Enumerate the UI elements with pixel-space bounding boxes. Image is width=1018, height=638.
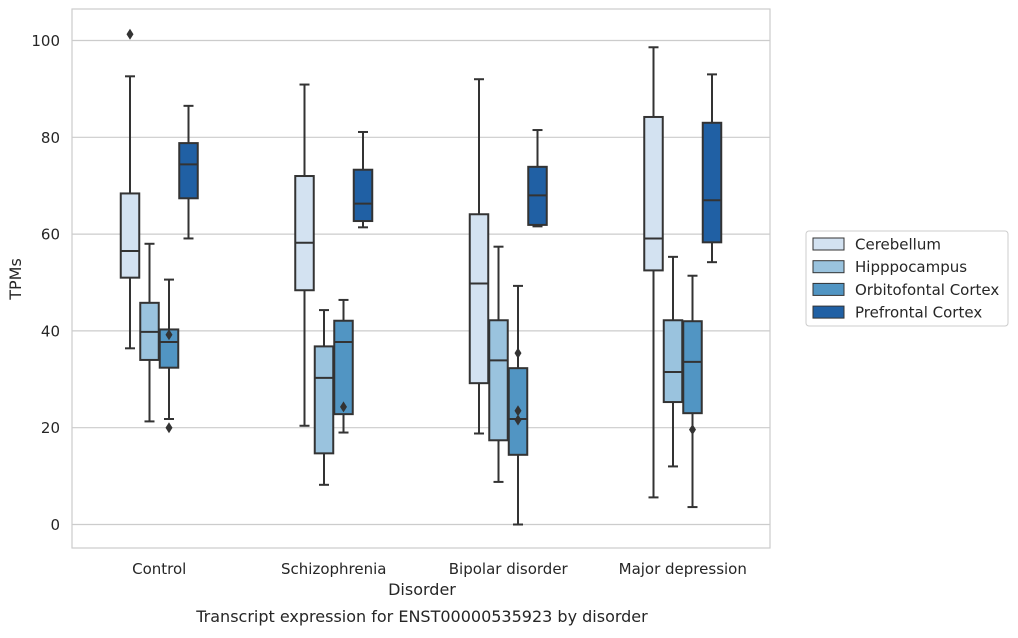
outlier-point xyxy=(689,424,696,436)
box-group xyxy=(468,78,490,435)
box-body xyxy=(701,121,723,244)
box-group xyxy=(488,245,509,483)
legend-label: Orbitofontal Cortex xyxy=(855,281,999,299)
x-tick-label: Control xyxy=(132,560,186,578)
legend-swatch xyxy=(812,282,845,296)
box-body xyxy=(662,319,684,404)
box-body xyxy=(294,175,315,292)
box-body xyxy=(333,319,354,416)
legend-label: Prefrontal Cortex xyxy=(855,304,982,322)
outlier-point xyxy=(165,329,173,341)
outlier-point xyxy=(126,28,134,40)
box-group xyxy=(333,298,354,434)
box-body xyxy=(119,192,141,279)
box-body xyxy=(488,319,509,442)
y-tick-label: 40 xyxy=(41,322,60,340)
box-group xyxy=(682,274,703,509)
x-axis-ticks: Control Schizophrenia Bipolar disorder Majo… xyxy=(132,560,747,578)
box-group xyxy=(527,129,548,228)
box-body xyxy=(468,213,490,385)
legend-swatch xyxy=(812,237,845,251)
legend-items: Cerebellum Hipppocampus Orbitofontal Corte… xyxy=(812,236,999,322)
outlier-point xyxy=(165,422,173,434)
box-group xyxy=(701,73,723,264)
legend-label: Hipppocampus xyxy=(855,258,967,276)
y-tick-label: 80 xyxy=(41,129,60,147)
box-group xyxy=(313,309,335,486)
legend: Cerebellum Hipppocampus Orbitofontal Corte… xyxy=(805,230,1009,327)
outlier-point xyxy=(514,405,522,417)
y-tick-label: 60 xyxy=(41,226,60,244)
legend-swatch xyxy=(812,260,845,274)
box-group xyxy=(119,28,141,350)
plot-area-frame xyxy=(71,8,771,549)
x-axis-label: Disorder xyxy=(388,580,456,599)
x-tick-label: Schizophrenia xyxy=(281,560,386,578)
legend-swatch xyxy=(812,305,845,319)
outlier-point xyxy=(514,414,522,426)
legend-frame xyxy=(805,230,1009,327)
x-tick-label: Bipolar disorder xyxy=(449,560,569,578)
box-body xyxy=(352,168,374,223)
legend-label: Cerebellum xyxy=(855,236,941,254)
box-group xyxy=(158,278,180,434)
outlier-point xyxy=(514,347,522,359)
box-group xyxy=(662,255,684,468)
box-group xyxy=(507,284,529,526)
y-axis-label: TPMs xyxy=(6,258,25,301)
box-group xyxy=(178,104,199,240)
y-tick-label: 20 xyxy=(41,419,60,437)
box-body xyxy=(313,345,335,455)
plot-data xyxy=(119,28,723,526)
y-tick-label: 0 xyxy=(50,516,60,534)
y-tick-label: 100 xyxy=(31,32,60,50)
box-group xyxy=(352,130,374,229)
box-body xyxy=(643,115,664,272)
outlier-point xyxy=(340,401,347,413)
x-tick-label: Major depression xyxy=(619,560,747,578)
y-axis-ticks: 0 20 40 60 80 100 xyxy=(31,32,60,534)
grid-lines xyxy=(72,39,770,526)
box-body xyxy=(178,142,199,200)
chart-caption: Transcript expression for ENST0000053592… xyxy=(195,607,648,626)
box-group xyxy=(139,242,160,423)
box-body xyxy=(682,320,703,415)
box-group xyxy=(643,46,664,499)
box-group xyxy=(294,83,315,427)
